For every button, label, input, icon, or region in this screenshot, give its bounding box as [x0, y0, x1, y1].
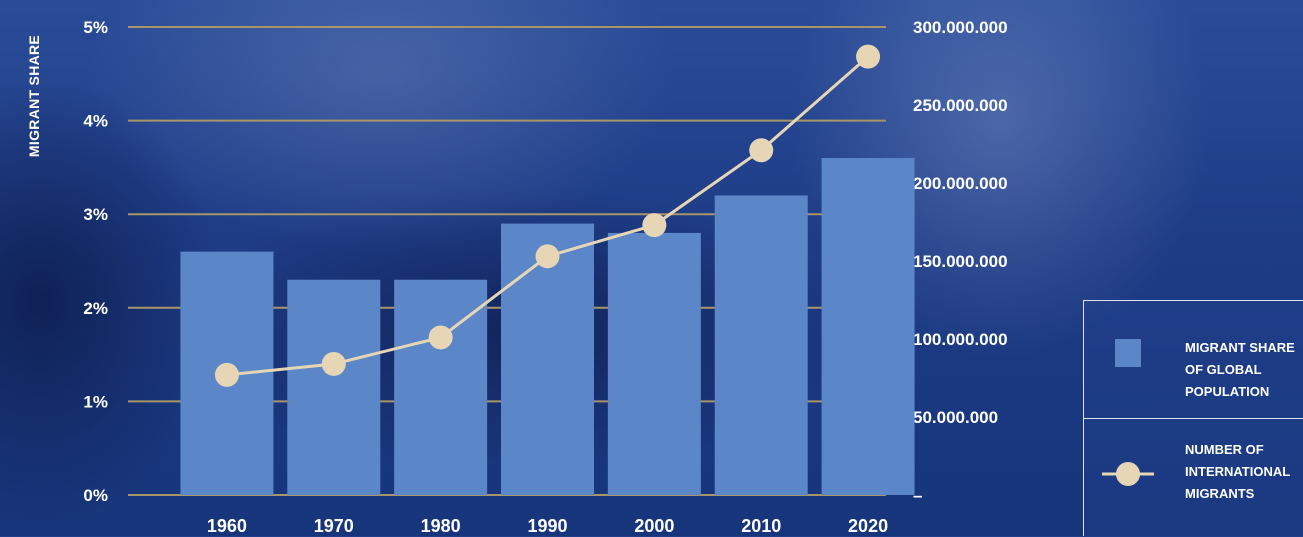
y2-tick-label: 150.000.000: [913, 252, 1008, 271]
x-tick-label: 1980: [421, 516, 461, 536]
legend-label-line: NUMBER OF INTERNATIONAL MIGRANTS: [1185, 442, 1290, 501]
x-tick-label: 2020: [848, 516, 888, 536]
y-axis-label: MIGRANT SHARE: [26, 35, 42, 157]
legend-item-line: NUMBER OF INTERNATIONAL MIGRANTS: [1084, 419, 1303, 537]
x-tick-label: 1960: [207, 516, 247, 536]
bar: [714, 195, 808, 496]
x-tick-label: 2000: [634, 516, 674, 536]
line-point: [856, 44, 881, 69]
line-marker-swatch-icon: [1102, 462, 1154, 486]
legend-item-bar: MIGRANT SHARE OF GLOBAL POPULATION: [1084, 301, 1303, 419]
line-point: [535, 244, 560, 269]
y-tick-label: 2%: [83, 299, 108, 318]
y2-tick-label: 250.000.000: [913, 96, 1008, 115]
y-tick-label: 1%: [83, 392, 108, 411]
line-point: [428, 325, 453, 350]
y2-tick-label: –: [913, 486, 922, 505]
bar: [287, 279, 381, 495]
line-point: [321, 351, 346, 376]
line-point: [642, 213, 667, 238]
line-point: [749, 138, 774, 163]
y-tick-label: 0%: [83, 486, 108, 505]
x-tick-label: 1990: [527, 516, 567, 536]
bar-swatch-icon: [1115, 339, 1141, 367]
y-tick-label: 3%: [83, 205, 108, 224]
y2-tick-label: 50.000.000: [913, 408, 998, 427]
x-tick-label: 2010: [741, 516, 781, 536]
y-tick-label: 4%: [83, 112, 108, 131]
line-point: [214, 362, 239, 387]
bar: [607, 232, 701, 496]
legend: MIGRANT SHARE OF GLOBAL POPULATION NUMBE…: [1083, 300, 1303, 536]
y2-tick-label: 200.000.000: [913, 174, 1008, 193]
y2-tick-label: 300.000.000: [913, 18, 1008, 37]
bar: [501, 223, 594, 495]
x-tick-label: 1970: [314, 516, 354, 536]
legend-label-bar: MIGRANT SHARE OF GLOBAL POPULATION: [1185, 340, 1295, 399]
bar: [821, 158, 915, 496]
y-tick-label: 5%: [83, 18, 108, 37]
y2-tick-label: 100.000.000: [913, 330, 1008, 349]
